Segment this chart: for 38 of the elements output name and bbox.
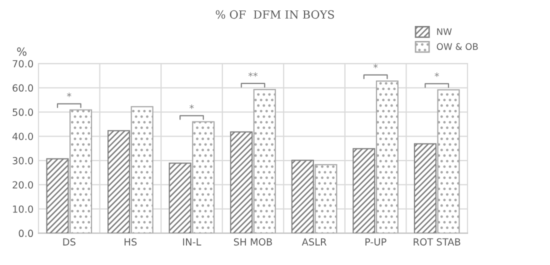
annotation: * <box>190 104 194 109</box>
x-tick-label: ASLR <box>302 238 327 246</box>
bar <box>253 88 276 234</box>
bar <box>314 164 338 234</box>
legend-label: OW & OB <box>436 43 478 50</box>
chart-title: % OF DFM IN BOYS <box>216 10 334 19</box>
x-tick-label: IN-L <box>183 238 202 246</box>
bar <box>291 160 314 234</box>
x-tick-label: ROT STAB <box>414 238 460 246</box>
bar <box>376 80 398 234</box>
y-tick-label: 20.0 <box>12 181 33 189</box>
annotation: * <box>67 92 72 98</box>
y-axis-title: % <box>17 47 26 56</box>
y-tick-label: 40.0 <box>12 132 33 140</box>
x-tick-label: HS <box>124 238 137 246</box>
y-tick-label: 0.0 <box>18 230 33 238</box>
x-tick-label: SH MOB <box>234 238 272 246</box>
y-tick-label: 10.0 <box>13 205 33 213</box>
y-tick-label: 60.0 <box>12 84 33 92</box>
y-tick-label: 30.0 <box>12 156 33 164</box>
legend-label: NW <box>437 28 452 35</box>
bar <box>108 130 130 234</box>
bar <box>352 148 376 234</box>
bar <box>168 162 192 234</box>
bar <box>192 121 215 234</box>
bar <box>437 89 460 234</box>
bar <box>230 131 253 234</box>
annotation: * <box>373 64 378 68</box>
y-tick-label: 70.0 <box>12 60 33 68</box>
annotation: ** <box>248 72 258 77</box>
x-tick-label: P-UP <box>365 238 386 246</box>
bar <box>70 109 92 234</box>
x-tick-label: DS <box>63 238 76 246</box>
annotation: * <box>434 72 439 77</box>
bar <box>130 106 154 234</box>
bar <box>414 143 436 234</box>
bar <box>46 158 69 234</box>
y-tick-label: 50.0 <box>12 108 33 116</box>
